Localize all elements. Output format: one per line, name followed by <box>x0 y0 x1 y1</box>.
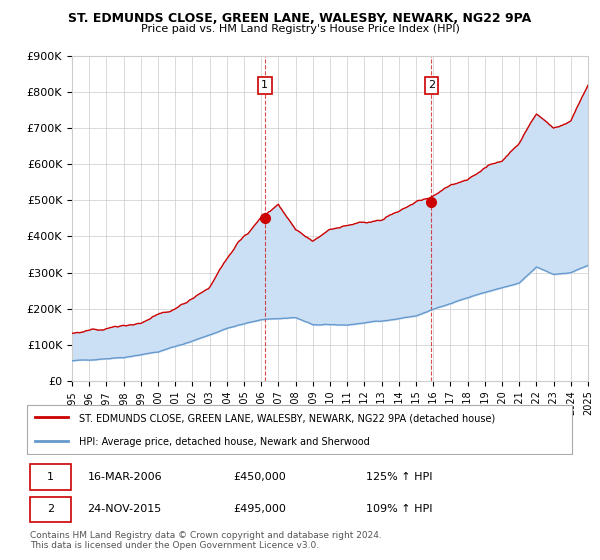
Text: 125% ↑ HPI: 125% ↑ HPI <box>366 472 433 482</box>
Text: ST. EDMUNDS CLOSE, GREEN LANE, WALESBY, NEWARK, NG22 9PA: ST. EDMUNDS CLOSE, GREEN LANE, WALESBY, … <box>68 12 532 25</box>
Text: HPI: Average price, detached house, Newark and Sherwood: HPI: Average price, detached house, Newa… <box>79 437 370 447</box>
Text: 1: 1 <box>47 472 54 482</box>
Text: Price paid vs. HM Land Registry's House Price Index (HPI): Price paid vs. HM Land Registry's House … <box>140 24 460 34</box>
Text: £495,000: £495,000 <box>234 505 287 515</box>
Text: 16-MAR-2006: 16-MAR-2006 <box>88 472 162 482</box>
Text: 1: 1 <box>262 80 268 90</box>
Text: 2: 2 <box>47 505 54 515</box>
Text: £450,000: £450,000 <box>234 472 287 482</box>
Text: 24-NOV-2015: 24-NOV-2015 <box>88 505 162 515</box>
Text: 2: 2 <box>428 80 435 90</box>
FancyBboxPatch shape <box>29 464 71 490</box>
FancyBboxPatch shape <box>27 405 572 454</box>
Text: 109% ↑ HPI: 109% ↑ HPI <box>366 505 433 515</box>
Text: ST. EDMUNDS CLOSE, GREEN LANE, WALESBY, NEWARK, NG22 9PA (detached house): ST. EDMUNDS CLOSE, GREEN LANE, WALESBY, … <box>79 413 496 423</box>
FancyBboxPatch shape <box>29 497 71 522</box>
Text: Contains HM Land Registry data © Crown copyright and database right 2024.
This d: Contains HM Land Registry data © Crown c… <box>30 531 382 550</box>
